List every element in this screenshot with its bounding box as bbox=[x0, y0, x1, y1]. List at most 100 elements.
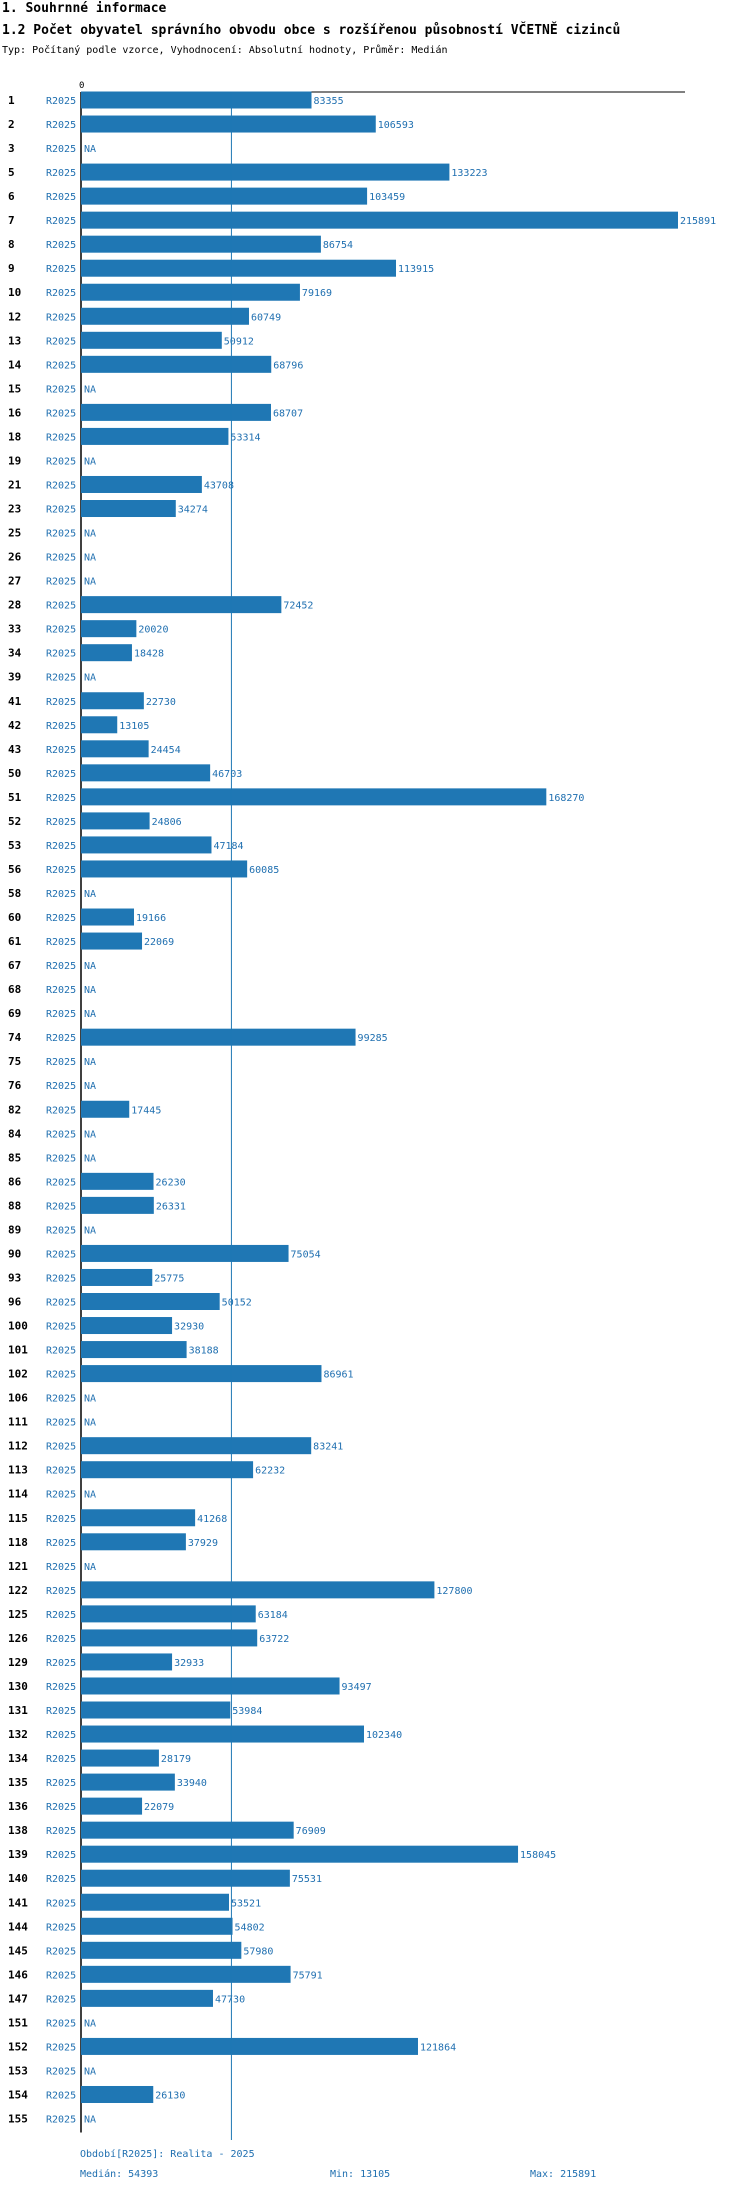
bar bbox=[81, 1965, 291, 1983]
category-label: 115 bbox=[8, 1512, 28, 1525]
bar bbox=[81, 716, 118, 734]
series-label: R2025 bbox=[46, 793, 76, 804]
category-label: 2 bbox=[8, 118, 15, 131]
data-label: 79169 bbox=[302, 288, 332, 299]
series-label: R2025 bbox=[46, 1033, 76, 1044]
x-tick-label: 0 bbox=[79, 81, 84, 91]
na-label: NA bbox=[84, 529, 96, 540]
data-label: 19166 bbox=[136, 913, 166, 924]
series-label: R2025 bbox=[46, 697, 76, 708]
bar bbox=[81, 163, 450, 181]
bar bbox=[81, 500, 176, 518]
series-label: R2025 bbox=[46, 625, 76, 636]
series-label: R2025 bbox=[46, 1153, 76, 1164]
bar bbox=[81, 403, 271, 421]
bar bbox=[81, 1989, 213, 2007]
bar bbox=[81, 259, 397, 277]
data-label: 17445 bbox=[131, 1105, 161, 1116]
series-label: R2025 bbox=[46, 1538, 76, 1549]
series-label: R2025 bbox=[46, 480, 76, 491]
bar bbox=[81, 355, 272, 373]
bar bbox=[81, 1677, 340, 1695]
series-label: R2025 bbox=[46, 1346, 76, 1357]
category-label: 69 bbox=[8, 1007, 21, 1020]
series-label: R2025 bbox=[46, 1225, 76, 1236]
category-label: 1 bbox=[8, 94, 15, 107]
category-label: 53 bbox=[8, 839, 21, 852]
category-label: 114 bbox=[8, 1488, 28, 1501]
category-label: 39 bbox=[8, 671, 21, 684]
series-label: R2025 bbox=[46, 264, 76, 275]
category-label: 25 bbox=[8, 527, 21, 540]
series-label: R2025 bbox=[46, 1658, 76, 1669]
series-label: R2025 bbox=[46, 432, 76, 443]
bar bbox=[81, 1437, 312, 1455]
category-label: 8 bbox=[8, 238, 15, 251]
bar bbox=[81, 788, 547, 806]
category-label: 58 bbox=[8, 887, 21, 900]
category-label: 10 bbox=[8, 286, 21, 299]
na-label: NA bbox=[84, 1394, 96, 1405]
series-label: R2025 bbox=[46, 1009, 76, 1020]
category-label: 13 bbox=[8, 334, 21, 347]
series-label: R2025 bbox=[46, 1490, 76, 1501]
bar bbox=[81, 836, 212, 854]
series-label: R2025 bbox=[46, 1730, 76, 1741]
footer-median: Medián: 54393 bbox=[80, 2169, 159, 2180]
category-label: 85 bbox=[8, 1151, 21, 1164]
series-label: R2025 bbox=[46, 601, 76, 612]
data-label: 63722 bbox=[259, 1634, 289, 1645]
series-label: R2025 bbox=[46, 1105, 76, 1116]
bar bbox=[81, 1028, 356, 1046]
category-label: 76 bbox=[8, 1079, 22, 1092]
bar bbox=[81, 1244, 289, 1262]
series-label: R2025 bbox=[46, 841, 76, 852]
category-label: 51 bbox=[8, 791, 22, 804]
bar bbox=[81, 1341, 187, 1359]
category-label: 155 bbox=[8, 2113, 28, 2126]
series-label: R2025 bbox=[46, 721, 76, 732]
data-label: 33940 bbox=[177, 1778, 207, 1789]
data-label: 158045 bbox=[520, 1850, 556, 1861]
category-label: 132 bbox=[8, 1728, 28, 1741]
category-label: 131 bbox=[8, 1704, 28, 1717]
category-label: 23 bbox=[8, 503, 21, 516]
series-label: R2025 bbox=[46, 913, 76, 924]
data-label: 41268 bbox=[197, 1514, 227, 1525]
series-label: R2025 bbox=[46, 312, 76, 323]
na-label: NA bbox=[84, 1057, 96, 1068]
bar bbox=[81, 1365, 322, 1383]
na-label: NA bbox=[84, 1418, 96, 1429]
bar bbox=[81, 1100, 130, 1118]
bar bbox=[81, 812, 150, 830]
bar bbox=[81, 692, 144, 710]
series-label: R2025 bbox=[46, 144, 76, 155]
category-label: 139 bbox=[8, 1848, 28, 1861]
bar bbox=[81, 596, 282, 614]
bar bbox=[81, 908, 134, 926]
series-label: R2025 bbox=[46, 1322, 76, 1333]
category-label: 34 bbox=[8, 647, 22, 660]
category-label: 3 bbox=[8, 142, 15, 155]
data-label: 50152 bbox=[222, 1298, 252, 1309]
bar bbox=[81, 1725, 364, 1743]
data-label: 83355 bbox=[314, 96, 344, 107]
data-label: 53984 bbox=[232, 1706, 262, 1717]
series-label: R2025 bbox=[46, 336, 76, 347]
bar bbox=[81, 932, 143, 950]
category-label: 152 bbox=[8, 2040, 28, 2053]
na-label: NA bbox=[84, 985, 96, 996]
category-label: 138 bbox=[8, 1824, 28, 1837]
data-label: 54802 bbox=[235, 1922, 265, 1933]
category-label: 125 bbox=[8, 1608, 28, 1621]
bar bbox=[81, 91, 312, 109]
bar bbox=[81, 764, 211, 782]
chart-title: 1.2 Počet obyvatel správního obvodu obce… bbox=[2, 23, 621, 38]
series-label: R2025 bbox=[46, 1394, 76, 1405]
series-label: R2025 bbox=[46, 120, 76, 131]
category-label: 146 bbox=[8, 1968, 28, 1981]
bar bbox=[81, 1941, 242, 1959]
data-label: 99285 bbox=[358, 1033, 388, 1044]
series-label: R2025 bbox=[46, 288, 76, 299]
category-label: 84 bbox=[8, 1127, 22, 1140]
